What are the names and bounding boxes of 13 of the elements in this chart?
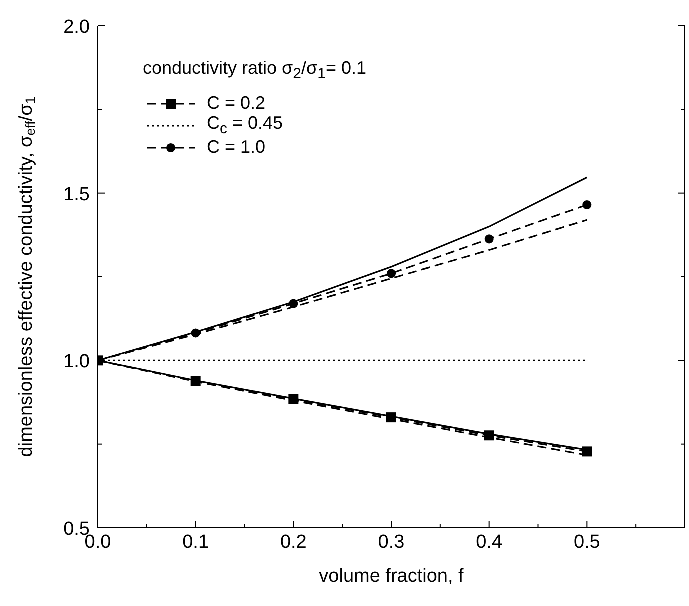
y-tick-label: 1.5: [64, 184, 90, 206]
legend-label: C = 1.0: [207, 137, 266, 158]
legend-title: conductivity ratio σ$_{2}$/σ$_{1}$= 0.1: [143, 58, 367, 83]
y-tick-label: 2.0: [64, 17, 90, 38]
legend-label: C$_{c}$ = 0.45: [207, 113, 284, 138]
x-axis-title: volume fraction, f: [319, 566, 465, 587]
x-tick-label: 0.3: [378, 532, 405, 553]
x-tick-label: 0.1: [182, 532, 210, 553]
x-tick-label: 0.2: [280, 532, 307, 553]
y-tick-label: 1.0: [64, 352, 90, 373]
legend-label: C = 0.2: [207, 93, 266, 114]
x-tick-label: 0.4: [476, 532, 503, 553]
x-tick-label: 0.5: [574, 532, 600, 553]
